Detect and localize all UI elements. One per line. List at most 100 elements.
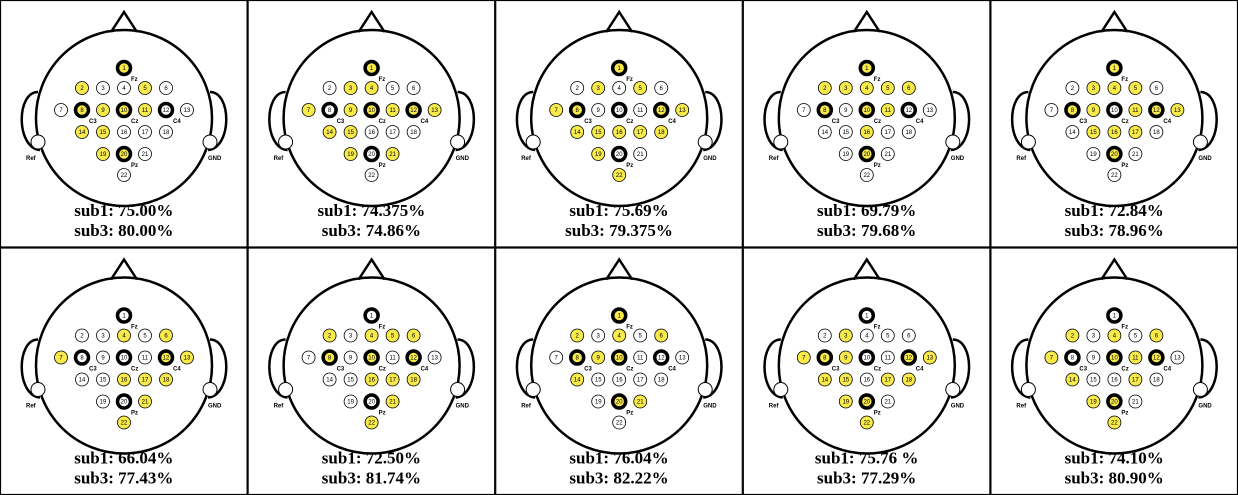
electrode bbox=[405, 349, 422, 366]
electrode-label: 10 bbox=[368, 108, 375, 114]
gnd-electrode bbox=[945, 134, 961, 150]
electrode bbox=[858, 145, 876, 163]
site-label: Pz bbox=[626, 163, 633, 169]
gnd-label: GND bbox=[703, 404, 717, 410]
gnd-electrode bbox=[202, 382, 218, 397]
electrode bbox=[591, 350, 606, 365]
site-label: Cz bbox=[1121, 367, 1128, 373]
electrode bbox=[96, 328, 110, 343]
ref-electrode bbox=[1020, 134, 1036, 150]
electrode-label: 12 bbox=[410, 356, 417, 362]
electrode bbox=[570, 372, 585, 387]
electrode bbox=[1149, 81, 1164, 95]
electrode bbox=[159, 372, 173, 387]
electrode-label: 3 bbox=[844, 334, 848, 340]
electrode bbox=[363, 145, 380, 163]
electrode bbox=[880, 103, 895, 117]
site-label: Fz bbox=[1121, 325, 1128, 331]
electrode-label: 22 bbox=[368, 173, 375, 179]
electrode bbox=[1106, 59, 1123, 77]
gnd-electrode bbox=[1192, 134, 1208, 150]
site-label: C3 bbox=[1079, 119, 1087, 125]
electrode-label: 17 bbox=[637, 130, 644, 136]
ref-label: Ref bbox=[26, 404, 37, 410]
electrode-label: 8 bbox=[1071, 356, 1075, 362]
electrode-label: 8 bbox=[1071, 108, 1075, 114]
electrode bbox=[610, 101, 628, 119]
electrode bbox=[117, 125, 131, 139]
electrode bbox=[1128, 350, 1143, 365]
electrode-label: 22 bbox=[368, 421, 375, 427]
electrode-label: 5 bbox=[391, 334, 395, 340]
electrode-label: 1 bbox=[1113, 314, 1117, 320]
site-label: Cz bbox=[131, 119, 138, 125]
electrode-label: 19 bbox=[842, 152, 849, 158]
electrode-label: 19 bbox=[842, 400, 849, 406]
electrode bbox=[838, 372, 853, 387]
electrode bbox=[816, 349, 834, 366]
electrode bbox=[117, 415, 131, 430]
electrode bbox=[385, 125, 400, 139]
electrode-label: 5 bbox=[639, 86, 643, 92]
electrode-label: 5 bbox=[1134, 334, 1138, 340]
head bbox=[34, 276, 214, 455]
electrode-label: 12 bbox=[658, 108, 665, 114]
electrode-label: 5 bbox=[886, 334, 890, 340]
electrode bbox=[1106, 349, 1123, 366]
electrode bbox=[343, 147, 358, 161]
electrode-label: 10 bbox=[616, 108, 623, 114]
site-label: C4 bbox=[1163, 367, 1171, 373]
electrode bbox=[859, 125, 874, 139]
electrode bbox=[385, 372, 400, 387]
electrode-label: 10 bbox=[121, 356, 128, 362]
ref-electrode bbox=[525, 382, 541, 397]
ref-electrode bbox=[278, 382, 294, 397]
gnd-electrode bbox=[697, 134, 713, 150]
electrode bbox=[115, 101, 133, 119]
electrode bbox=[591, 147, 606, 161]
electrode bbox=[117, 372, 131, 387]
electrode-label: 9 bbox=[844, 108, 848, 114]
site-label: Cz bbox=[379, 367, 386, 373]
electrode-label: 2 bbox=[1071, 334, 1075, 340]
electrode-label: 9 bbox=[844, 356, 848, 362]
electrode-label: 16 bbox=[616, 130, 623, 136]
electrode-label: 21 bbox=[1132, 400, 1139, 406]
site-label: Cz bbox=[379, 119, 386, 125]
nose bbox=[852, 257, 881, 281]
electrode bbox=[322, 81, 337, 95]
electrode-label: 14 bbox=[821, 378, 828, 384]
electrode bbox=[157, 101, 175, 119]
electrode bbox=[1065, 328, 1080, 343]
electrode bbox=[880, 81, 895, 95]
accuracy-line: sub3: 77.29% bbox=[817, 469, 916, 488]
electrode-label: 11 bbox=[885, 108, 892, 114]
electrode-label: 14 bbox=[574, 378, 581, 384]
electrode bbox=[922, 103, 937, 117]
electrode-label: 10 bbox=[1111, 108, 1118, 114]
electrode bbox=[364, 372, 379, 387]
site-label: Pz bbox=[874, 163, 881, 169]
nose bbox=[357, 9, 386, 33]
electrode-label: 13 bbox=[431, 108, 438, 114]
electrode-label: 19 bbox=[1090, 152, 1097, 158]
electrode bbox=[1107, 372, 1122, 387]
electrode-label: 15 bbox=[100, 378, 107, 384]
electrode bbox=[1106, 393, 1123, 410]
electrode bbox=[363, 393, 380, 410]
electrode bbox=[385, 350, 400, 365]
electrode bbox=[858, 393, 876, 410]
accuracy-line: sub3: 80.90% bbox=[1065, 469, 1164, 488]
electrode bbox=[157, 349, 175, 366]
electrode-label: 4 bbox=[122, 86, 126, 92]
electrode bbox=[117, 328, 131, 343]
electrode-label: 6 bbox=[660, 334, 664, 340]
accuracy-line: sub1: 75.00% bbox=[74, 201, 173, 220]
electrode-label: 16 bbox=[1111, 130, 1118, 136]
electrode-label: 3 bbox=[101, 86, 105, 92]
electrode bbox=[1107, 125, 1122, 139]
gnd-label: GND bbox=[456, 156, 470, 162]
electrode-label: 15 bbox=[1090, 130, 1097, 136]
gnd-label: GND bbox=[208, 156, 222, 162]
electrode-label: 18 bbox=[658, 130, 665, 136]
